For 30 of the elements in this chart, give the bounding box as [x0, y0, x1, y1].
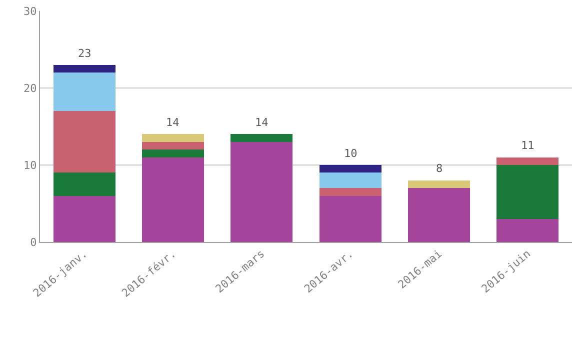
- bar: [142, 134, 204, 142]
- bar: [53, 172, 116, 196]
- bar: [230, 142, 293, 242]
- bar: [496, 157, 559, 165]
- bar: [142, 150, 204, 158]
- bar: [496, 165, 559, 219]
- bar: [53, 64, 116, 73]
- y-tick-label: 30: [24, 4, 37, 18]
- bar: [408, 188, 470, 242]
- bar: [53, 196, 116, 242]
- total-label: 10: [344, 147, 358, 160]
- total-label: 11: [521, 139, 534, 152]
- bar: [142, 142, 204, 150]
- bar: [142, 157, 204, 242]
- bar: [319, 196, 382, 242]
- total-label: 14: [255, 116, 269, 129]
- total-label: 14: [166, 116, 180, 129]
- bar: [496, 218, 559, 242]
- y-tick-label: 0: [30, 236, 37, 249]
- bar: [408, 180, 470, 188]
- bar: [230, 134, 293, 142]
- bar: [319, 165, 382, 173]
- bar: [319, 172, 382, 188]
- bar: [53, 72, 116, 112]
- y-tick-label: 20: [24, 82, 37, 95]
- bar: [53, 111, 116, 173]
- total-label: 8: [436, 162, 443, 175]
- y-tick-label: 10: [24, 158, 37, 172]
- total-label: 23: [78, 47, 92, 60]
- bar: [319, 188, 382, 196]
